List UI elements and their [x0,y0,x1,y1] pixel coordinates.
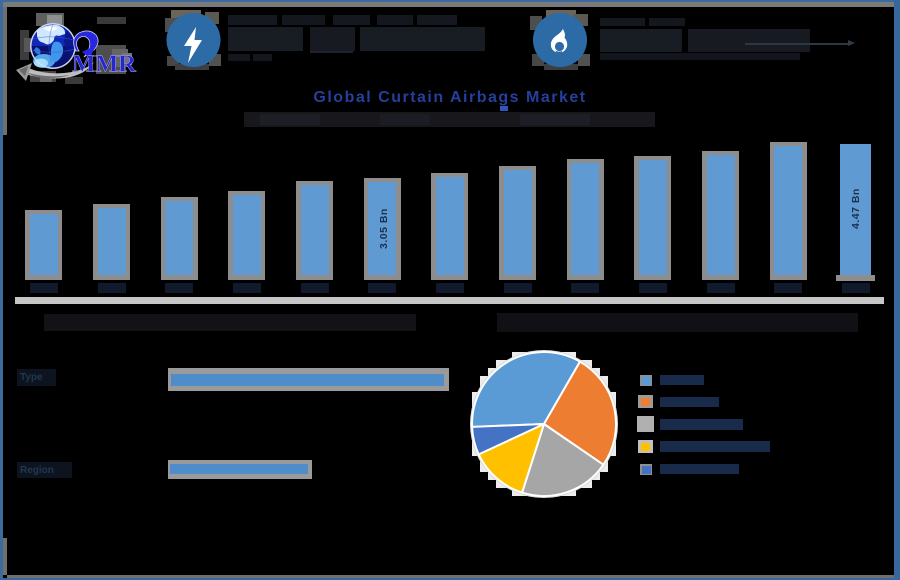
svg-text:MMR: MMR [72,51,136,78]
